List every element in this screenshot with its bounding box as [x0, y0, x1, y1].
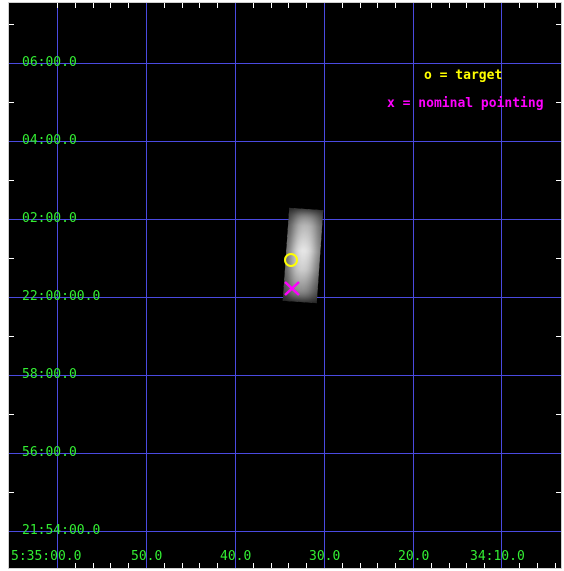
axis-tick: [342, 563, 343, 568]
grid-line: [9, 531, 561, 532]
axis-tick: [9, 336, 14, 337]
axis-tick: [484, 563, 485, 568]
marker-overlay: [284, 253, 300, 296]
axis-tick: [519, 3, 520, 8]
axis-tick: [556, 414, 561, 415]
axis-tick: [449, 563, 450, 568]
grid-line: [413, 3, 414, 568]
axis-tick: [110, 563, 111, 568]
axis-tick: [217, 3, 218, 8]
dec-label: 02:00.0: [22, 211, 77, 226]
grid-line: [9, 453, 561, 454]
axis-tick: [306, 563, 307, 568]
axis-tick: [431, 3, 432, 8]
axis-tick: [128, 3, 129, 8]
dec-label: 58:00.0: [22, 367, 77, 382]
axis-tick: [556, 180, 561, 181]
axis-tick: [555, 563, 556, 568]
axis-tick: [306, 3, 307, 8]
grid-line: [9, 375, 561, 376]
target-marker: [284, 253, 298, 267]
axis-tick: [466, 563, 467, 568]
axis-tick: [110, 3, 111, 8]
axis-tick: [271, 563, 272, 568]
legend-target: o = target: [424, 68, 503, 83]
axis-tick: [128, 563, 129, 568]
ra-label: 5:35:00.0: [11, 549, 82, 564]
ra-label: 34:10.0: [470, 549, 525, 564]
axis-tick: [182, 3, 183, 8]
axis-tick: [199, 563, 200, 568]
axis-tick: [271, 3, 272, 8]
axis-tick: [75, 563, 76, 568]
axis-tick: [466, 3, 467, 8]
axis-tick: [9, 102, 14, 103]
grid-line: [9, 219, 561, 220]
axis-tick: [217, 563, 218, 568]
grid-line: [57, 3, 58, 568]
axis-tick: [431, 563, 432, 568]
dec-label: 21:54:00.0: [22, 523, 101, 538]
nominal-pointing-marker: [284, 281, 300, 296]
ra-label: 50.0: [131, 549, 163, 564]
axis-tick: [9, 24, 14, 25]
axis-tick: [93, 3, 94, 8]
axis-tick: [395, 3, 396, 8]
dec-label: 22:00:00.0: [22, 289, 101, 304]
axis-tick: [556, 492, 561, 493]
axis-tick: [556, 102, 561, 103]
sky-image-plot[interactable]: 06:00.0 04:00.0 02:00.0 22:00:00.0 58:00…: [8, 2, 562, 569]
axis-tick: [57, 3, 58, 8]
grid-line: [235, 3, 236, 568]
dec-label: 56:00.0: [22, 445, 77, 460]
axis-tick: [9, 492, 14, 493]
axis-tick: [9, 180, 14, 181]
axis-tick: [164, 563, 165, 568]
axis-tick: [253, 3, 254, 8]
axis-tick: [360, 3, 361, 8]
axis-tick: [253, 563, 254, 568]
grid-line: [501, 3, 502, 568]
axis-tick: [9, 258, 14, 259]
grid-line: [9, 63, 561, 64]
axis-tick: [484, 3, 485, 8]
axis-tick: [556, 336, 561, 337]
grid-line: [146, 3, 147, 568]
axis-tick: [395, 563, 396, 568]
axis-tick: [288, 563, 289, 568]
axis-tick: [556, 24, 561, 25]
grid-line: [324, 3, 325, 568]
axis-tick: [199, 3, 200, 8]
axis-tick: [377, 563, 378, 568]
dec-label: 06:00.0: [22, 55, 77, 70]
axis-tick: [556, 258, 561, 259]
axis-tick: [288, 3, 289, 8]
axis-tick: [164, 3, 165, 8]
axis-tick: [537, 3, 538, 8]
grid-line: [9, 141, 561, 142]
axis-tick: [360, 563, 361, 568]
axis-tick: [93, 563, 94, 568]
axis-tick: [342, 3, 343, 8]
axis-tick: [555, 3, 556, 8]
axis-tick: [449, 3, 450, 8]
axis-tick: [519, 563, 520, 568]
axis-tick: [537, 563, 538, 568]
axis-tick: [377, 3, 378, 8]
axis-tick: [9, 414, 14, 415]
dec-label: 04:00.0: [22, 133, 77, 148]
ra-label: 20.0: [398, 549, 430, 564]
axis-tick: [182, 563, 183, 568]
legend-nominal-pointing: x = nominal pointing: [387, 96, 544, 111]
ra-label: 40.0: [220, 549, 252, 564]
ra-label: 30.0: [309, 549, 341, 564]
axis-tick: [75, 3, 76, 8]
